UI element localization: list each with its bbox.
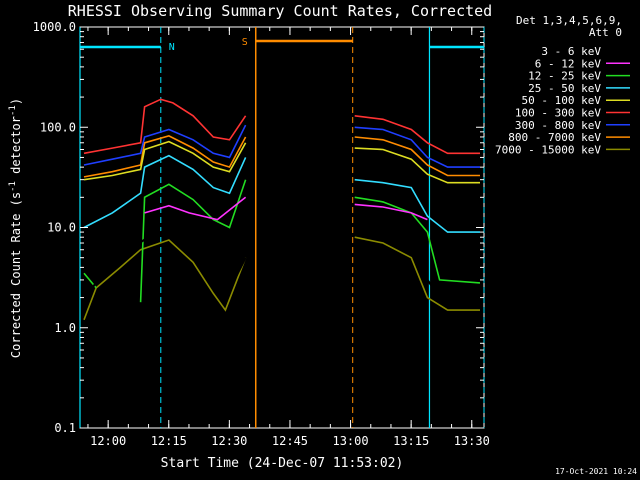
y-axis-label: Corrected Count Rate (s-1 detector-1) [8,98,23,358]
y-axis-label-sup1: -1 [8,181,18,192]
legend-header-detectors: Det 1,3,4,5,6,9, [516,14,622,27]
saa-label: S [242,37,248,48]
x-tick-label: 13:30 [454,434,490,448]
legend-label: 50 - 100 keV [522,94,602,107]
series-layer [83,98,481,321]
series-line-6-12-kev [144,196,247,221]
y-tick-label: 1000.0 [33,20,76,34]
legend-label: 12 - 25 keV [528,70,601,83]
series-line-3-6-kev [354,228,480,309]
legend-label: 6 - 12 keV [535,57,602,70]
series-line-50-100-kev [354,147,480,184]
axes: 0.1 1.0 10.0 100.0 1000.0 12:00 12:15 12:30 12:4… [33,20,490,448]
series-line-800-7000-kev [354,136,480,177]
series-line-7000-15000-kev [83,239,247,321]
series-line-100-300-kev [354,115,480,155]
generation-timestamp: 17-Oct-2021 10:24 [555,467,637,476]
series-line-800-7000-kev [83,135,247,178]
series-line-12-25-kev [139,179,247,303]
series-line-25-50-kev [354,178,480,233]
x-tick-label: 13:15 [393,434,429,448]
series-line-12-25-kev [354,196,481,284]
legend-label: 300 - 800 keV [515,119,601,132]
series-line-6-12-kev [354,203,428,221]
y-tick-label: 100.0 [40,120,76,134]
legend-label: 3 - 6 keV [541,45,601,58]
y-tick-label: 10.0 [47,221,76,235]
y-axis-label-mid: detector [9,116,23,181]
legend-label: 100 - 300 keV [515,107,601,120]
series-line-3-6-kev [83,228,247,300]
x-axis-label: Start Time (24-Dec-07 11:53:02) [161,456,404,471]
night-label: N [169,42,175,53]
legend-label: 25 - 50 keV [528,82,601,95]
y-tick-label: 1.0 [54,321,76,335]
y-axis-label-end: ) [9,98,23,105]
legend-label: 7000 - 15000 keV [495,143,601,156]
y-axis-label-main: Corrected Count Rate (s [9,192,23,358]
series-line-7000-15000-kev [354,236,480,311]
x-tick-label: 12:15 [151,434,187,448]
series-line-50-100-kev [83,140,247,181]
chart-title: RHESSI Observing Summary Count Rates, Co… [68,2,492,20]
x-tick-label: 12:30 [211,434,247,448]
series-line-25-50-kev [83,154,247,229]
series-line-300-800-kev [83,124,247,166]
series-line-100-300-kev [83,98,247,155]
x-tick-label: 13:00 [332,434,368,448]
x-tick-label: 12:00 [90,434,126,448]
x-tick-label: 12:45 [272,434,308,448]
y-axis-label-sup2: -1 [8,105,18,116]
legend-label: 800 - 7000 keV [508,131,601,144]
legend-header-attenuator: Att 0 [589,26,622,39]
y-tick-label: 0.1 [54,421,76,435]
series-line-300-800-kev [354,126,480,168]
